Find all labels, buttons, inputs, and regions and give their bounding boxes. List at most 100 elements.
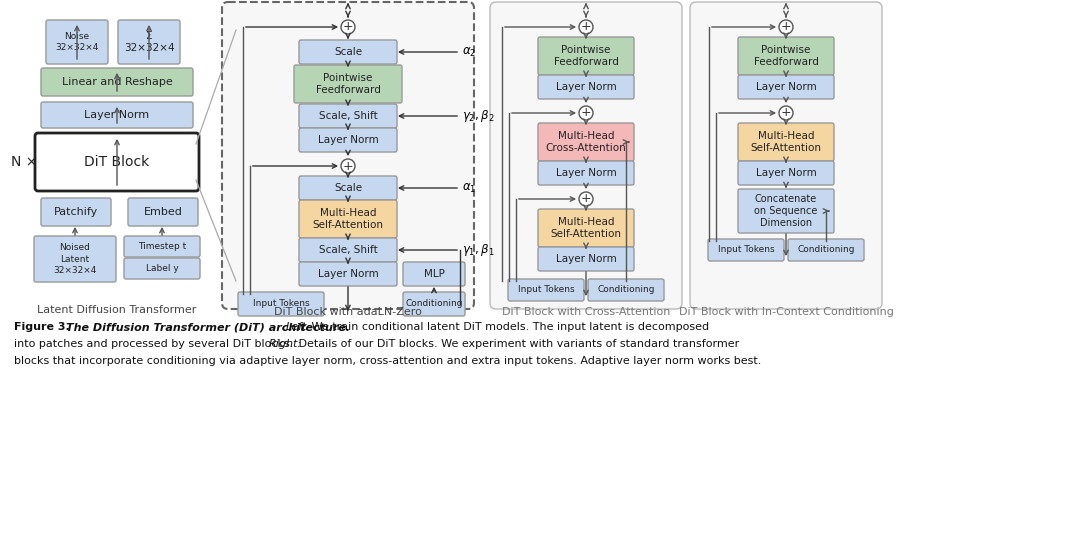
FancyBboxPatch shape [299, 200, 397, 238]
Circle shape [779, 106, 793, 120]
Text: Layer Norm: Layer Norm [318, 269, 378, 279]
FancyBboxPatch shape [403, 292, 465, 316]
Text: into patches and processed by several DiT blocks.: into patches and processed by several Di… [14, 339, 297, 349]
FancyBboxPatch shape [33, 236, 116, 282]
FancyBboxPatch shape [41, 102, 193, 128]
Text: Right:: Right: [269, 339, 302, 349]
Text: Layer Norm: Layer Norm [555, 168, 617, 178]
Text: Pointwise
Feedforward: Pointwise Feedforward [754, 45, 819, 67]
Text: Layer Norm: Layer Norm [756, 82, 816, 92]
Text: Label y: Label y [146, 264, 178, 273]
Circle shape [579, 20, 593, 34]
FancyBboxPatch shape [41, 198, 111, 226]
Text: Multi-Head
Self-Attention: Multi-Head Self-Attention [751, 131, 822, 153]
Text: Linear and Reshape: Linear and Reshape [62, 77, 173, 87]
Text: Layer Norm: Layer Norm [318, 135, 378, 145]
Text: blocks that incorporate conditioning via adaptive layer norm, cross-attention an: blocks that incorporate conditioning via… [14, 356, 761, 366]
FancyBboxPatch shape [738, 189, 834, 233]
FancyBboxPatch shape [588, 279, 664, 301]
FancyBboxPatch shape [299, 176, 397, 200]
Text: Scale: Scale [334, 183, 362, 193]
FancyBboxPatch shape [238, 292, 324, 316]
Text: Timestep t: Timestep t [138, 242, 186, 251]
Text: Noise
32×32×4: Noise 32×32×4 [55, 32, 98, 52]
Text: Input Tokens: Input Tokens [517, 286, 575, 294]
Text: Concatenate
on Sequence
Dimension: Concatenate on Sequence Dimension [754, 193, 818, 228]
FancyBboxPatch shape [222, 2, 474, 309]
Text: Conditioning: Conditioning [405, 300, 462, 308]
Text: Multi-Head
Self-Attention: Multi-Head Self-Attention [551, 217, 621, 239]
FancyBboxPatch shape [299, 262, 397, 286]
FancyBboxPatch shape [538, 123, 634, 161]
FancyBboxPatch shape [538, 161, 634, 185]
FancyBboxPatch shape [294, 65, 402, 103]
Text: Layer Norm: Layer Norm [756, 168, 816, 178]
FancyBboxPatch shape [129, 198, 198, 226]
Text: Scale, Shift: Scale, Shift [319, 111, 377, 121]
Text: Multi-Head
Self-Attention: Multi-Head Self-Attention [312, 208, 383, 230]
Text: Input Tokens: Input Tokens [253, 300, 309, 308]
FancyBboxPatch shape [690, 2, 882, 309]
Text: Scale: Scale [334, 47, 362, 57]
FancyBboxPatch shape [508, 279, 584, 301]
Text: The Diffusion Transformer (DiT) architecture.: The Diffusion Transformer (DiT) architec… [66, 322, 354, 332]
Text: Pointwise
Feedforward: Pointwise Feedforward [554, 45, 619, 67]
FancyBboxPatch shape [738, 123, 834, 161]
FancyBboxPatch shape [299, 104, 397, 128]
Text: Conditioning: Conditioning [597, 286, 654, 294]
Text: Σ
32×32×4: Σ 32×32×4 [124, 31, 174, 53]
Text: Multi-Head
Cross-Attention: Multi-Head Cross-Attention [545, 131, 626, 153]
Circle shape [579, 106, 593, 120]
Text: Conditioning: Conditioning [797, 245, 854, 255]
Text: Layer Norm: Layer Norm [84, 110, 149, 120]
Text: DiT Block with Cross-Attention: DiT Block with Cross-Attention [502, 307, 671, 317]
Circle shape [341, 20, 355, 34]
FancyBboxPatch shape [46, 20, 108, 64]
Text: DiT Block with adaLN-Zero: DiT Block with adaLN-Zero [274, 307, 422, 317]
Text: We train conditional latent DiT models. The input latent is decomposed: We train conditional latent DiT models. … [308, 322, 710, 332]
FancyBboxPatch shape [35, 133, 199, 191]
Text: $\alpha_2$: $\alpha_2$ [462, 45, 476, 58]
FancyBboxPatch shape [41, 68, 193, 96]
FancyBboxPatch shape [738, 161, 834, 185]
FancyBboxPatch shape [708, 239, 784, 261]
Text: Noised
Latent
32×32×4: Noised Latent 32×32×4 [53, 244, 97, 275]
Text: $\gamma_1,\beta_1$: $\gamma_1,\beta_1$ [462, 242, 495, 258]
Text: DiT Block with In-Context Conditioning: DiT Block with In-Context Conditioning [678, 307, 893, 317]
Text: +: + [581, 192, 592, 205]
Text: +: + [781, 21, 792, 33]
FancyBboxPatch shape [538, 247, 634, 271]
Text: +: + [781, 106, 792, 119]
Text: $\alpha_1$: $\alpha_1$ [462, 181, 476, 195]
FancyBboxPatch shape [299, 238, 397, 262]
Text: Layer Norm: Layer Norm [555, 82, 617, 92]
Text: Figure 3.: Figure 3. [14, 322, 73, 332]
Circle shape [779, 20, 793, 34]
Text: MLP: MLP [423, 269, 445, 279]
Text: $\gamma_2,\beta_2$: $\gamma_2,\beta_2$ [462, 108, 495, 124]
FancyBboxPatch shape [299, 40, 397, 64]
Text: Pointwise
Feedforward: Pointwise Feedforward [315, 73, 380, 95]
FancyBboxPatch shape [124, 236, 200, 257]
Text: +: + [342, 21, 353, 33]
Text: +: + [581, 21, 592, 33]
Text: Latent Diffusion Transformer: Latent Diffusion Transformer [38, 305, 197, 315]
FancyBboxPatch shape [490, 2, 681, 309]
Text: N ×: N × [11, 155, 37, 169]
Text: Patchify: Patchify [54, 207, 98, 217]
FancyBboxPatch shape [788, 239, 864, 261]
Text: Input Tokens: Input Tokens [718, 245, 774, 255]
Text: +: + [342, 160, 353, 173]
FancyBboxPatch shape [738, 75, 834, 99]
Text: Layer Norm: Layer Norm [555, 254, 617, 264]
Text: Left:: Left: [286, 322, 311, 332]
Text: DiT Block: DiT Block [84, 155, 150, 169]
Text: +: + [581, 106, 592, 119]
Text: Embed: Embed [144, 207, 183, 217]
FancyBboxPatch shape [538, 37, 634, 75]
FancyBboxPatch shape [403, 262, 465, 286]
FancyBboxPatch shape [124, 258, 200, 279]
FancyBboxPatch shape [538, 209, 634, 247]
Text: Scale, Shift: Scale, Shift [319, 245, 377, 255]
Circle shape [341, 159, 355, 173]
